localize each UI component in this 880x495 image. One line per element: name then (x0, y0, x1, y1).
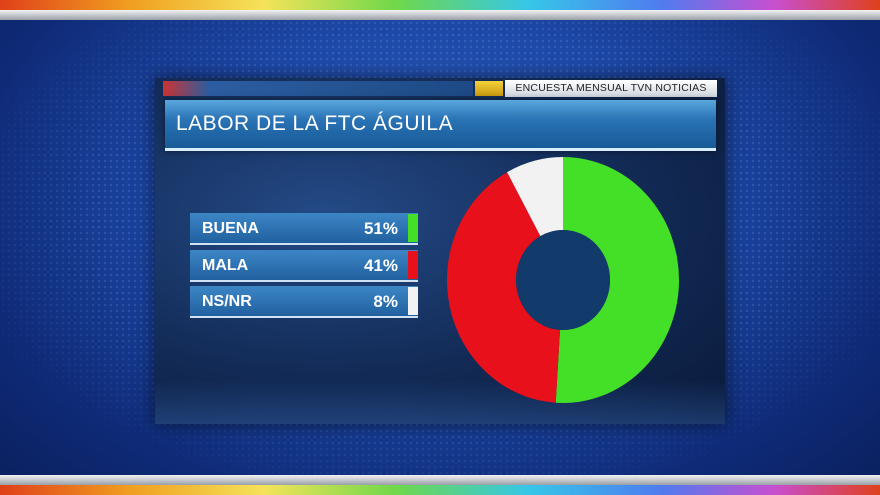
header-gold-block (475, 81, 503, 96)
title-bar (165, 100, 716, 151)
legend-label-buena: BUENA (202, 220, 259, 237)
survey-source-label: ENCUESTA MENSUAL TVN NOTICIAS (505, 80, 717, 97)
silver-stripe-bottom (0, 475, 880, 485)
donut-hole (516, 230, 610, 330)
legend-row-nsnr: NS/NR 8% (190, 286, 418, 318)
donut-slice-mala (447, 172, 561, 403)
legend-swatch-mala (408, 251, 418, 279)
legend-swatch-buena (408, 214, 418, 242)
panel-glow (155, 380, 725, 424)
header-strip (163, 81, 473, 96)
legend-label-mala: MALA (202, 257, 249, 274)
donut-slice-buena (555, 157, 680, 404)
rainbow-stripe-bottom (0, 485, 880, 495)
legend-value-mala: 41% (363, 256, 398, 275)
legend-row-buena: BUENA 51% (190, 213, 418, 245)
legend-label-nsnr: NS/NR (202, 293, 252, 310)
legend-value-nsnr: 8% (373, 292, 398, 311)
chart-title: LABOR DE LA FTC ÁGUILA (176, 112, 454, 135)
silver-stripe-top (0, 10, 880, 20)
rainbow-stripe-top (0, 0, 880, 10)
legend-value-buena: 51% (363, 219, 398, 238)
legend-swatch-nsnr (408, 287, 418, 315)
donut-slice-nsnr (507, 157, 563, 237)
legend-row-mala: MALA 41% (190, 250, 418, 282)
